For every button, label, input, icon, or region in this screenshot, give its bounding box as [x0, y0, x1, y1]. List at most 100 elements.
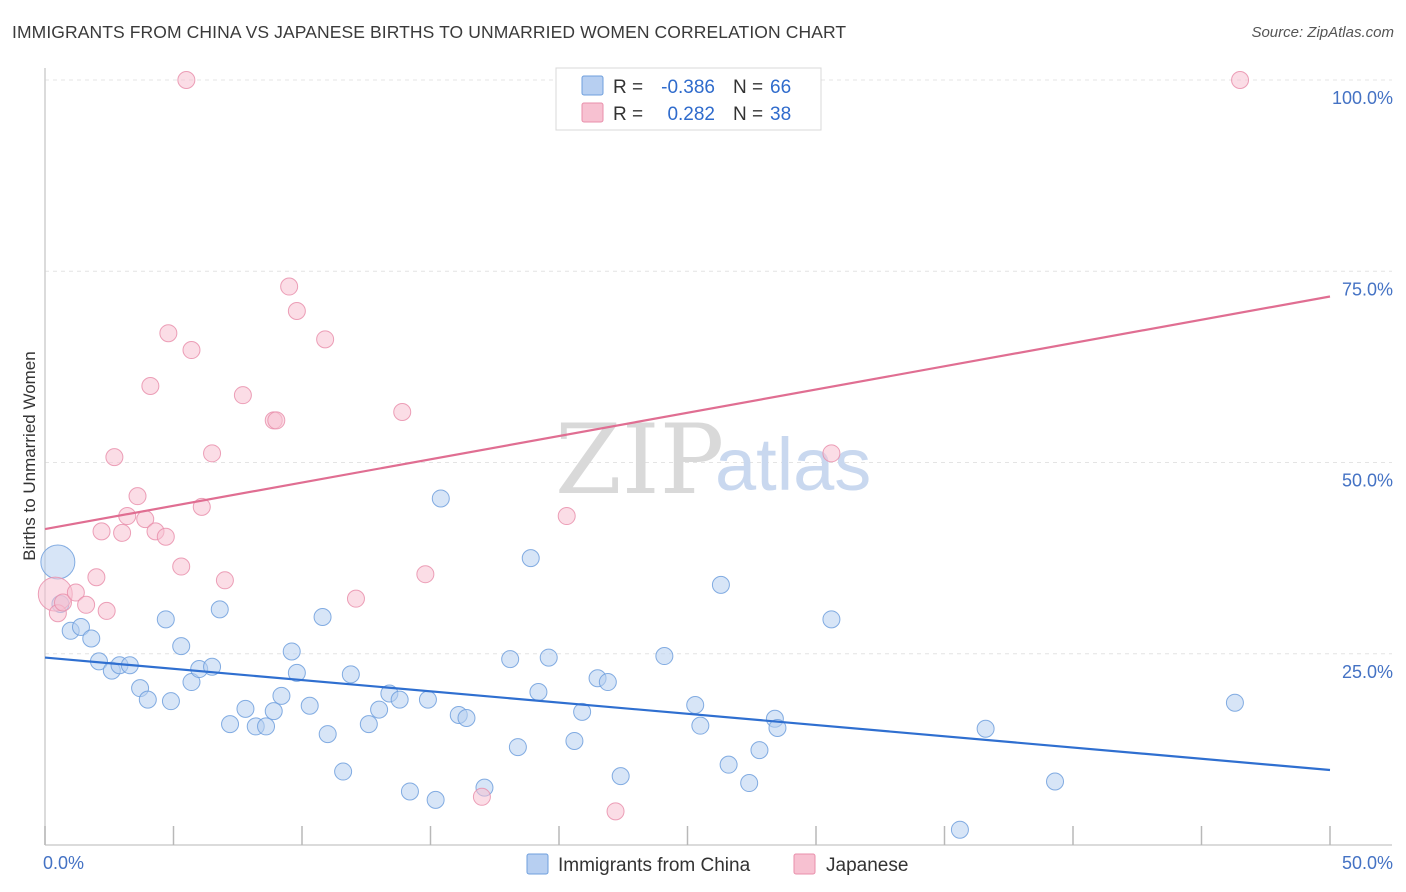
data-point-japanese [267, 411, 286, 430]
bottom-legend-label-japanese: Japanese [826, 855, 908, 876]
data-point-japanese [156, 527, 175, 546]
data-point-japanese [606, 802, 625, 821]
data-point-japanese [113, 523, 132, 542]
data-point-japanese [287, 302, 306, 321]
data-point-china [529, 683, 548, 701]
data-point-japanese [192, 497, 211, 516]
data-point-japanese [393, 403, 412, 422]
data-point-japanese [1231, 71, 1250, 89]
data-point-china [691, 716, 710, 735]
watermark-zip: ZIP [555, 404, 724, 516]
data-point-china [313, 608, 332, 627]
y-tick-label: 75.0% [1342, 279, 1393, 299]
data-point-china [508, 738, 527, 757]
data-point-japanese [346, 589, 365, 608]
data-point-china [822, 610, 841, 629]
source-label: Source: ZipAtlas.com [1251, 24, 1394, 41]
data-point-china [457, 709, 476, 728]
data-point-japanese [128, 487, 147, 506]
data-point-china [272, 686, 291, 705]
data-point-japanese [172, 557, 191, 576]
data-point-china [318, 725, 337, 744]
trend-line-china [44, 656, 1331, 772]
legend-swatch-pink [581, 102, 604, 123]
y-tick-label: 50.0% [1342, 471, 1393, 491]
data-point-china [539, 648, 558, 667]
data-point-china [236, 699, 255, 718]
y-axis-title: Births to Unmarried Women [20, 351, 39, 560]
data-point-china [287, 663, 306, 682]
data-point-china [341, 665, 360, 684]
data-point-china [300, 696, 319, 715]
legend-n-value-1: 38 [770, 104, 791, 125]
data-point-china [359, 715, 378, 734]
data-point-china [221, 715, 240, 734]
legend-r-value-1: 0.282 [667, 104, 715, 125]
data-point-china [264, 702, 283, 721]
chart-title: IMMIGRANTS FROM CHINA VS JAPANESE BIRTHS… [12, 22, 847, 42]
data-point-china [1046, 772, 1065, 791]
legend: R = -0.386 N = 66 R = 0.282 N = 38 [555, 67, 822, 131]
data-point-japanese [822, 444, 841, 463]
data-point-china [138, 690, 157, 709]
data-point-china [686, 696, 705, 715]
data-point-china [82, 629, 101, 648]
data-point-japanese [53, 593, 72, 612]
bottom-legend-swatch-china [526, 853, 549, 875]
data-point-china [370, 700, 389, 719]
data-point-china [501, 650, 520, 669]
data-point-japanese [233, 386, 252, 405]
data-point-china [750, 741, 769, 760]
trend-layer [44, 295, 1331, 772]
data-point-japanese [159, 324, 178, 343]
data-point-china [426, 790, 445, 809]
data-point-japanese [77, 595, 96, 614]
data-point-china [334, 762, 353, 781]
data-point-japanese [203, 444, 222, 463]
data-point-japanese [472, 787, 491, 806]
data-point-china [611, 767, 630, 786]
data-point-japanese [105, 448, 124, 467]
data-point-japanese [92, 522, 111, 541]
grid-layer [45, 79, 1392, 655]
data-point-china [711, 575, 730, 594]
data-point-china [719, 755, 738, 774]
data-point-china [521, 549, 540, 568]
x-tick-label: 0.0% [43, 853, 84, 873]
watermark: ZIP atlas [555, 404, 871, 516]
data-point-china [210, 600, 229, 619]
legend-r-label-0: R = [613, 77, 643, 98]
data-point-japanese [141, 377, 160, 395]
watermark-atlas: atlas [715, 423, 871, 506]
legend-n-value-0: 66 [770, 77, 791, 98]
legend-r-value-0: -0.386 [661, 77, 715, 98]
y-tick-label: 100.0% [1332, 88, 1393, 108]
bottom-legend-swatch-japanese [793, 853, 816, 875]
data-point-japanese [97, 601, 116, 620]
tick-labels: 25.0% 50.0% 75.0% 100.0% 0.0% 50.0% [43, 88, 1393, 873]
data-point-china [655, 647, 674, 666]
bottom-legend: Immigrants from China Japanese [526, 853, 908, 876]
data-point-japanese [177, 71, 196, 89]
legend-r-label-1: R = [613, 104, 643, 125]
data-point-japanese [416, 565, 435, 584]
data-point-china [418, 690, 437, 709]
data-point-china [400, 782, 419, 801]
data-point-china [1225, 693, 1244, 712]
y-tick-label: 25.0% [1342, 662, 1393, 682]
data-point-china [282, 642, 301, 661]
data-point-china [390, 690, 409, 709]
data-point-china [950, 820, 969, 839]
data-point-japanese [215, 571, 234, 590]
data-point-china [768, 718, 787, 737]
data-point-japanese [280, 277, 299, 296]
data-point-china [573, 702, 592, 721]
data-point-china [598, 673, 617, 692]
data-point-china [172, 637, 191, 656]
data-point-china [565, 731, 584, 750]
data-point-china [431, 489, 450, 508]
x-tick-label: 50.0% [1342, 853, 1393, 873]
data-point-japanese [557, 507, 576, 526]
data-point-china [976, 719, 995, 738]
